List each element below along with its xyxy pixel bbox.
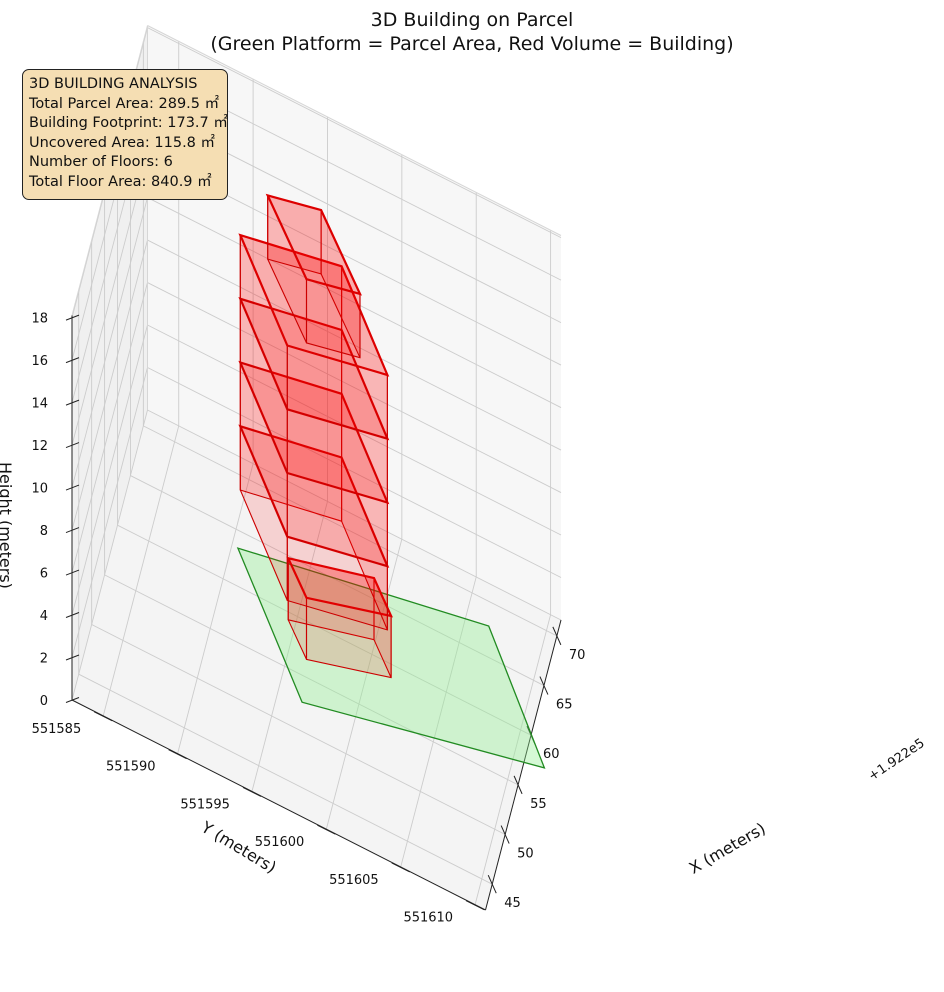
grid-wall-z-right [147,282,562,493]
analysis-box: 3D BUILDING ANALYSIS Total Parcel Area: … [22,69,228,200]
z-tick [65,527,80,534]
z-tick-label: 4 [40,609,48,624]
y-axis-line [71,699,486,911]
x-axis-line [485,619,562,911]
grid-floor-x [104,574,519,786]
grid-floor-x [143,425,558,637]
x-tick [552,626,562,646]
chart-title-line1: 3D Building on Parcel [371,9,574,31]
z-tick [65,612,80,618]
x-tick [539,676,549,695]
z-tick [65,654,80,661]
z-tick [65,314,80,321]
x-tick-label: 45 [504,896,521,911]
x-tick [487,874,497,894]
z-tick [65,442,80,449]
y-tick [242,786,262,797]
analysis-floor-area: Total Floor Area: 840.9 ㎡ [29,173,212,190]
building-floor-block [286,556,393,679]
y-tick-label: 551605 [329,873,379,888]
grid-wall-z-right [147,27,562,239]
building-top-face [265,193,362,296]
building-top-face [238,233,390,377]
z-tick-label: 16 [31,354,48,369]
grid-wall-z-left [71,324,148,616]
grid-floor-y [325,539,403,830]
grid-wall-z-right [147,197,562,408]
grid-wall-z-left [71,367,148,658]
analysis-parcel-area: Total Parcel Area: 289.5 ㎡ [29,95,220,112]
grid-floor-x [117,524,532,736]
analysis-heading: 3D BUILDING ANALYSIS [29,76,198,92]
grid-wall-z-right [147,367,562,578]
z-tick-label: 14 [31,397,48,412]
grid-floor-x [130,475,545,686]
pane-edge-top-right [147,25,562,236]
z-tick-label: 18 [31,312,48,327]
y-tick [391,862,410,873]
grid-floor-y [251,501,328,792]
building-floor-block [265,193,362,359]
y-tick-label: 551595 [180,797,230,812]
grid-floor-y [177,463,254,754]
grid-wall-z-left [71,154,148,446]
y-tick [168,749,187,760]
grid-floor-y [400,576,477,868]
grid-wall-z-right [147,409,562,621]
x-tick-label: 50 [517,847,534,862]
y-tick-label: 551610 [403,911,453,926]
grid-wall-z-left [71,282,148,573]
grid-wall-z-left [71,197,148,488]
z-tick-label: 0 [40,694,48,709]
pane-back-right [147,25,561,620]
y-tick [317,824,336,835]
z-tick-label: 2 [40,652,48,667]
z-tick-label: 8 [40,524,48,539]
z-tick-label: 10 [31,482,48,497]
z-tick-label: 6 [40,567,48,582]
z-axis-label: Height (meters) [0,462,15,589]
y-tick [465,900,485,911]
building-top-face [286,556,393,618]
analysis-footprint: Building Footprint: 173.7 ㎡ [29,115,228,132]
analysis-floors: Number of Floors: 6 [29,154,173,171]
pane-floor [72,410,561,910]
axes-grid [71,25,562,905]
x-tick [500,825,510,844]
y-tick-label: 551590 [106,760,156,775]
z-tick [65,399,80,406]
grid-floor-x [91,624,506,835]
y-tick [94,711,113,722]
grid-floor-y [102,425,180,716]
z-tick [65,697,80,703]
grid-wall-z-left [71,409,148,701]
x-tick-label: 65 [556,698,573,713]
x-tick-label: 60 [543,747,560,762]
building-floor-block [238,233,390,440]
grid-wall-z-left [71,239,148,531]
grid-floor-x [78,673,493,885]
x-offset-label: +1.922e5 [866,736,928,784]
building-floor-block [238,360,390,567]
z-tick [65,569,80,576]
y-tick-label: 551585 [32,722,82,737]
y-tick-label: 551600 [255,835,305,850]
analysis-uncovered: Uncovered Area: 115.8 ㎡ [29,134,216,151]
chart-title-line2: (Green Platform = Parcel Area, Red Volum… [210,33,733,55]
x-tick-label: 70 [569,648,586,663]
z-tick [65,357,80,364]
x-tick [513,775,523,795]
z-tick-label: 12 [31,439,48,454]
building-volume [238,193,393,679]
x-tick-label: 55 [530,797,547,812]
x-axis-label: X (meters) [686,819,769,878]
z-tick [65,484,80,491]
